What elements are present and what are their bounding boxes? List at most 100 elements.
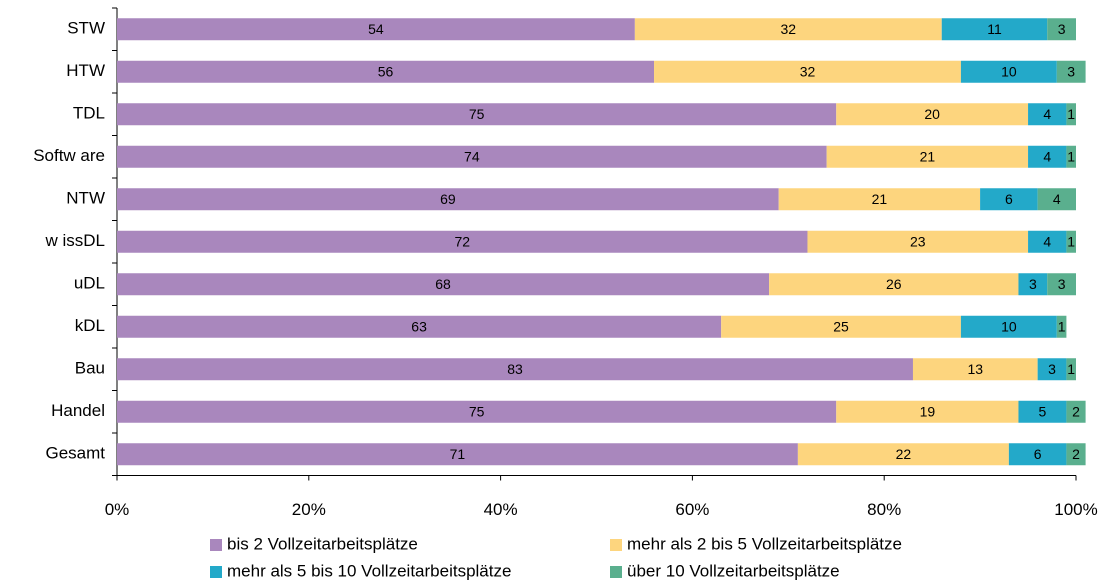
bar-segment — [836, 400, 1019, 423]
x-tick-label: 0% — [105, 500, 130, 519]
data-label: 3 — [1029, 276, 1037, 292]
y-tick-label: Bau — [75, 359, 105, 378]
data-label: 4 — [1053, 191, 1061, 207]
data-label: 19 — [920, 403, 936, 419]
y-tick-label: STW — [67, 19, 105, 38]
bar-segment — [941, 18, 1048, 41]
data-label: 4 — [1043, 106, 1051, 122]
bar-segment — [912, 358, 1038, 381]
bar-segment — [1028, 145, 1067, 168]
data-label: 1 — [1058, 318, 1066, 334]
y-tick-label: kDL — [75, 316, 105, 335]
data-label: 10 — [1001, 318, 1017, 334]
bar-segment — [117, 358, 913, 381]
data-label: 5 — [1039, 403, 1047, 419]
y-tick-label: Gesamt — [45, 444, 105, 463]
data-label: 1 — [1067, 106, 1075, 122]
data-label: 3 — [1058, 21, 1066, 37]
legend-label: bis 2 Vollzeitarbeitsplätze — [227, 534, 418, 553]
data-label: 72 — [454, 233, 470, 249]
data-label: 11 — [987, 21, 1002, 37]
bar-segment — [1037, 188, 1076, 211]
y-tick-label: Softw are — [33, 146, 105, 165]
legend-swatch — [210, 539, 222, 551]
bar-segment — [117, 400, 837, 423]
y-tick-label: uDL — [74, 274, 105, 293]
bar-segment — [1008, 443, 1067, 466]
x-tick-label: 60% — [675, 500, 709, 519]
data-label: 71 — [450, 446, 466, 462]
data-label: 6 — [1034, 446, 1042, 462]
data-label: 4 — [1043, 148, 1051, 164]
y-tick-label: Handel — [51, 401, 105, 420]
bar-segment — [1037, 358, 1067, 381]
bar-segment — [1066, 443, 1086, 466]
data-label: 75 — [469, 106, 485, 122]
data-label: 75 — [469, 403, 485, 419]
data-label: 1 — [1067, 148, 1075, 164]
data-label: 74 — [464, 148, 480, 164]
x-tick-label: 20% — [292, 500, 326, 519]
data-label: 4 — [1043, 233, 1051, 249]
data-label: 54 — [368, 21, 384, 37]
data-label: 2 — [1072, 446, 1080, 462]
bar-segment — [778, 188, 981, 211]
data-label: 3 — [1048, 361, 1056, 377]
bar-segment — [117, 273, 770, 296]
data-label: 56 — [378, 63, 394, 79]
data-label: 22 — [896, 446, 912, 462]
bar-segment — [836, 103, 1029, 126]
data-label: 69 — [440, 191, 456, 207]
data-label: 3 — [1067, 63, 1075, 79]
data-label: 32 — [800, 63, 816, 79]
bar-segment — [634, 18, 942, 41]
bar-segment — [1018, 400, 1067, 423]
bar-segment — [769, 273, 1019, 296]
bar-segment — [1066, 358, 1076, 381]
data-label: 26 — [886, 276, 902, 292]
bar-segment — [960, 60, 1057, 83]
y-tick-label: HTW — [66, 61, 105, 80]
bar-segment — [807, 230, 1029, 253]
bar-segment — [1018, 273, 1048, 296]
bar-segment — [721, 315, 961, 338]
legend-label: mehr als 5 bis 10 Vollzeitarbeitsplätze — [227, 561, 511, 580]
bar-segment — [1056, 60, 1086, 83]
data-label: 23 — [910, 233, 926, 249]
legend-label: mehr als 2 bis 5 Vollzeitarbeitsplätze — [627, 534, 902, 553]
data-label: 3 — [1058, 276, 1066, 292]
bar-segment — [1066, 230, 1076, 253]
data-label: 1 — [1067, 233, 1075, 249]
bar-segment — [1056, 315, 1067, 338]
y-tick-label: TDL — [73, 104, 105, 123]
legend-swatch — [610, 539, 622, 551]
data-label: 20 — [924, 106, 940, 122]
data-label: 63 — [411, 318, 427, 334]
data-label: 21 — [872, 191, 888, 207]
data-label: 83 — [507, 361, 523, 377]
x-tick-label: 80% — [867, 500, 901, 519]
bar-segment — [1047, 18, 1076, 41]
bar-segment — [117, 315, 722, 338]
bar-segment — [117, 443, 798, 466]
bar-segment — [797, 443, 1009, 466]
bar-segment — [1047, 273, 1076, 296]
data-label: 1 — [1067, 361, 1075, 377]
bar-segment — [1066, 400, 1086, 423]
bar-segment — [117, 145, 827, 168]
bar-segment — [1028, 230, 1067, 253]
bar-segment — [117, 230, 808, 253]
bar-segment — [654, 60, 961, 83]
bar-segment — [117, 188, 779, 211]
data-label: 10 — [1001, 63, 1017, 79]
data-label: 25 — [833, 318, 849, 334]
bar-segment — [1066, 145, 1076, 168]
data-label: 13 — [968, 361, 984, 377]
bar-segment — [117, 103, 837, 126]
bar-segment — [117, 60, 655, 83]
data-label: 6 — [1005, 191, 1013, 207]
bar-segment — [117, 18, 635, 41]
y-tick-label: NTW — [66, 189, 105, 208]
x-tick-label: 40% — [484, 500, 518, 519]
